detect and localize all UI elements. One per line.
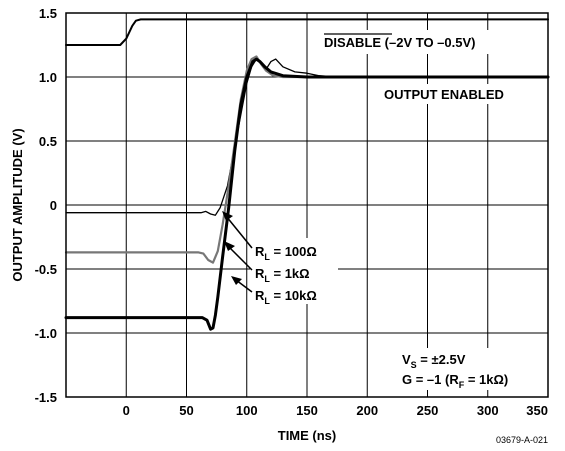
plot-frame (65, 12, 549, 398)
x-tick-label: 100 (236, 403, 258, 418)
disable-label: DISABLE (324, 35, 381, 50)
rl-10k-label: RL = 10kΩ (255, 288, 317, 306)
x-tick-labels: 0 50 100 150 200 250 300 350 (123, 403, 548, 418)
output-enabled-label: OUTPUT ENABLED (384, 87, 504, 102)
disable-annotation: DISABLE (–2V TO –0.5V) (318, 30, 544, 54)
series-group (64, 18, 550, 331)
series-line-3 (64, 57, 550, 331)
x-tick-label: 200 (356, 403, 378, 418)
rl-1k-arrow (227, 245, 253, 271)
vs-label: VS = ±2.5V (402, 352, 466, 370)
x-tick-label: 250 (417, 403, 439, 418)
rl-10k-arrowhead (231, 276, 242, 285)
rl-1k-label: RL = 1kΩ (255, 266, 310, 284)
series-line-0 (65, 18, 549, 46)
rl-annotations: RL = 100Ω RL = 1kΩ RL = 10kΩ (222, 211, 338, 306)
y-tick-label: 0.5 (39, 134, 57, 149)
x-tick-label: 0 (123, 403, 130, 418)
y-tick-label: -0.5 (35, 262, 57, 277)
y-tick-label: 0 (50, 198, 57, 213)
x-axis-title: TIME (ns) (278, 428, 337, 443)
y-tick-label: 1.0 (39, 70, 57, 85)
svg-text:DISABLE (–2V TO –0.5V): DISABLE (–2V TO –0.5V) (324, 35, 475, 50)
rl-100-arrow (225, 215, 253, 249)
x-tick-label: 150 (296, 403, 318, 418)
gain-label: G = –1 (RF = 1kΩ) (402, 372, 508, 390)
rl-1k-arrowhead (224, 241, 235, 251)
x-tick-label: 50 (179, 403, 193, 418)
y-axis-title: OUTPUT AMPLITUDE (V) (10, 128, 25, 281)
figure-code: 03679-A-021 (496, 435, 548, 445)
disable-range-label: (–2V TO –0.5V) (381, 35, 475, 50)
rl-100-arrowhead (222, 211, 233, 221)
rl-100-label: RL = 100Ω (255, 244, 317, 262)
output-enabled-annotation: OUTPUT ENABLED (378, 84, 534, 104)
y-tick-labels: 1.5 1.0 0.5 0 -0.5 -1.0 -1.5 (35, 6, 57, 405)
conditions-annotation: VS = ±2.5V G = –1 (RF = 1kΩ) (398, 348, 544, 390)
x-tick-label: 300 (477, 403, 499, 418)
x-tick-label: 350 (526, 403, 548, 418)
y-tick-label: -1.5 (35, 390, 57, 405)
y-tick-label: 1.5 (39, 6, 57, 21)
grid (66, 13, 548, 397)
y-tick-label: -1.0 (35, 326, 57, 341)
